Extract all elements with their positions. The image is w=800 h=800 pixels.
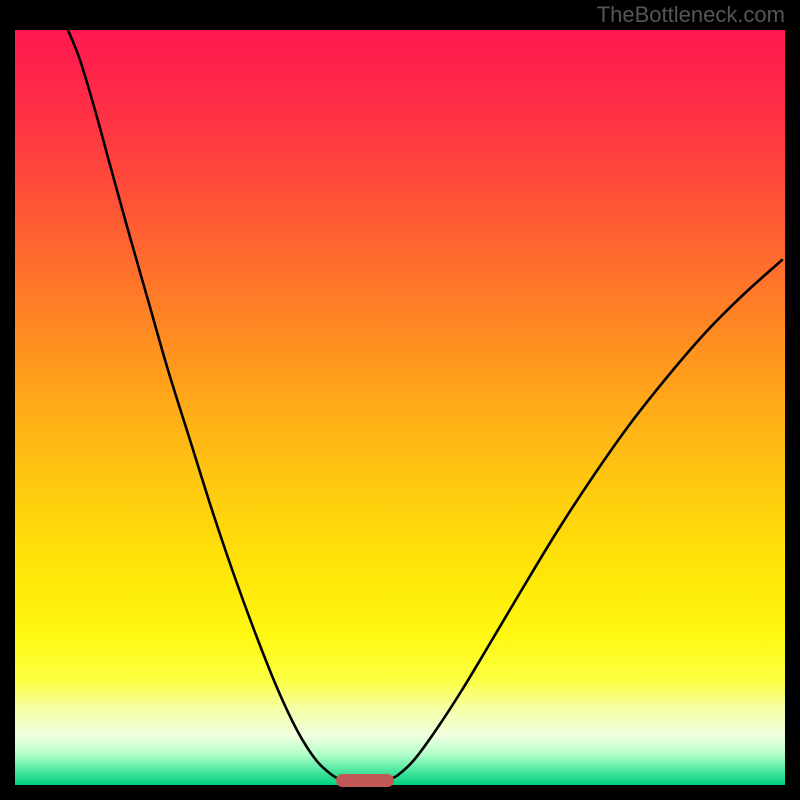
chart-plot-background bbox=[15, 30, 785, 785]
watermark-text: TheBottleneck.com bbox=[597, 2, 785, 27]
optimal-range-marker bbox=[336, 774, 394, 787]
chart-container: TheBottleneck.com bbox=[0, 0, 800, 800]
bottleneck-chart: TheBottleneck.com bbox=[0, 0, 800, 800]
